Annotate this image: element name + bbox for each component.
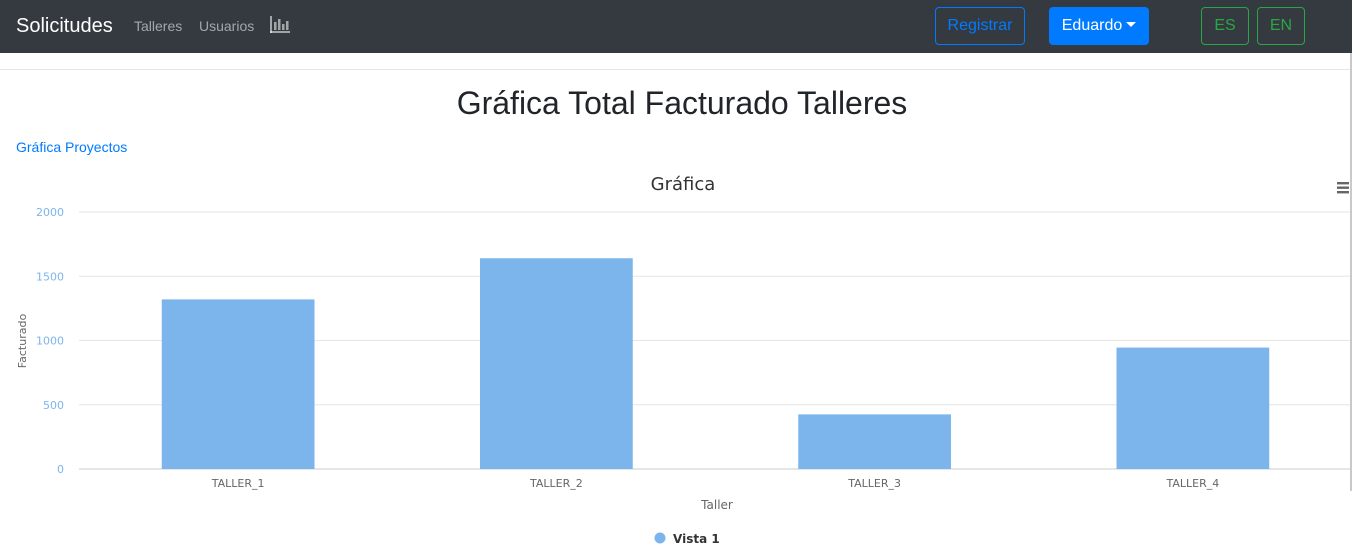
register-button-label: Registrar	[947, 17, 1013, 34]
hamburger-menu-icon[interactable]	[1337, 182, 1349, 194]
x-tick-label: TALLER_3	[847, 477, 901, 490]
x-axis-label: Taller	[700, 498, 733, 512]
lang-es-button[interactable]: ES	[1201, 7, 1249, 45]
chart-x-axis: TALLER_1 TALLER_2 TALLER_3 TALLER_4	[211, 477, 1220, 490]
chart-projects-link[interactable]: Gráfica Proyectos	[16, 139, 128, 155]
chart-y-axis: 0 500 1000 1500 2000	[36, 206, 64, 476]
navbar: Solicitudes Talleres Usuarios Registrar …	[0, 0, 1352, 53]
y-tick-label: 2000	[36, 206, 64, 219]
chart-title: Gráfica	[651, 174, 716, 195]
chart-legend[interactable]: Vista 1	[654, 532, 720, 546]
y-tick-label: 1500	[36, 270, 64, 283]
legend-label: Vista 1	[673, 532, 720, 546]
y-tick-label: 500	[43, 399, 64, 412]
chart-bar[interactable]	[1116, 347, 1270, 469]
caret-down-icon	[1126, 22, 1137, 27]
register-button[interactable]: Registrar	[935, 7, 1025, 45]
legend-marker	[654, 532, 666, 544]
chart-bars	[161, 258, 1270, 469]
y-tick-label: 1000	[36, 335, 64, 348]
nav-link-usuarios[interactable]: Usuarios	[199, 18, 255, 34]
scrollbar-edge[interactable]	[1350, 53, 1352, 491]
chart-bar[interactable]	[479, 258, 633, 469]
lang-en-button[interactable]: EN	[1257, 7, 1305, 45]
chart-bar[interactable]	[798, 414, 952, 469]
content-divider	[0, 69, 1352, 70]
y-axis-label: Facturado	[16, 314, 29, 369]
bar-chart-icon[interactable]	[270, 16, 290, 33]
chart-bar[interactable]	[161, 299, 315, 469]
x-tick-label: TALLER_2	[529, 477, 583, 490]
nav-link-talleres[interactable]: Talleres	[134, 18, 183, 34]
y-tick-label: 0	[57, 463, 64, 476]
user-dropdown-button[interactable]: Eduardo	[1049, 7, 1149, 45]
navbar-brand[interactable]: Solicitudes	[16, 15, 113, 37]
page-title: Gráfica Total Facturado Talleres	[456, 85, 908, 121]
x-tick-label: TALLER_1	[211, 477, 265, 490]
lang-en-label: EN	[1269, 17, 1293, 34]
lang-es-label: ES	[1214, 17, 1236, 34]
x-tick-label: TALLER_4	[1166, 477, 1220, 490]
user-dropdown-label: Eduardo	[1061, 17, 1123, 34]
